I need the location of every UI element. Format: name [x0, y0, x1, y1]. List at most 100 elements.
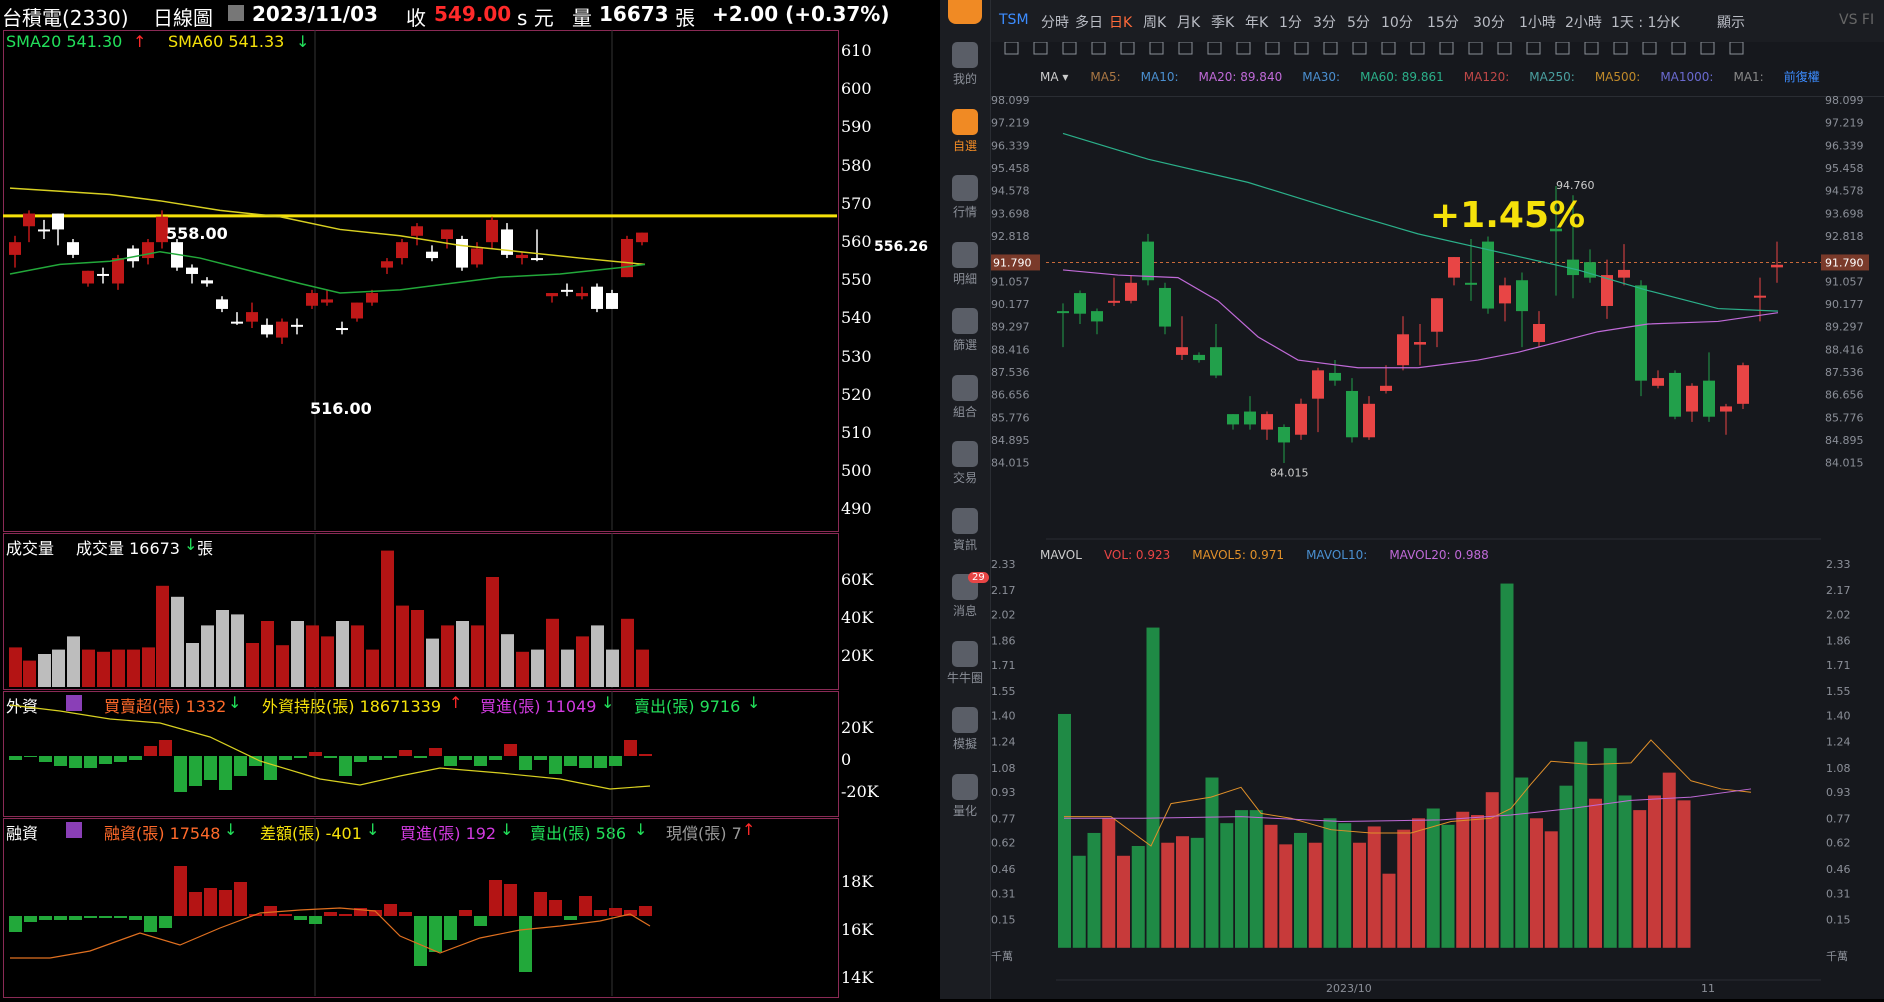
axis-tick: 530 [841, 346, 872, 366]
vs-label[interactable]: VS FI [1839, 12, 1875, 28]
vol-axis-tick-right: 0.77 [1826, 812, 1851, 825]
sidebar-item-4[interactable]: 篩選 [940, 308, 990, 353]
chart-type[interactable]: 日線圖 [153, 6, 213, 30]
margin-down-icon: ↓ [224, 820, 238, 839]
foreign-bars[interactable] [0, 691, 840, 815]
margin-menu-icon[interactable] [66, 822, 82, 838]
ma-item[interactable]: MA10: [1140, 70, 1179, 84]
ma-item[interactable]: MA30: [1302, 70, 1341, 84]
candle-body [1108, 300, 1120, 303]
volume-bars-right[interactable]: 2.33 2.33 2.17 2.17 2.02 2.02 1.86 1.86 1.71 1.71… [991, 560, 1884, 999]
candle-body [621, 238, 633, 278]
sma20-up-icon: ↑ [133, 32, 147, 51]
margin-bar [369, 910, 382, 916]
ma-item[interactable]: MA1000: [1660, 70, 1714, 84]
timeframe-tab[interactable]: 10分 [1381, 15, 1413, 31]
tool-icon [1468, 41, 1483, 55]
ma-label[interactable]: MA ▾ [1040, 70, 1069, 84]
price-candles-right[interactable]: 98.099 98.099 97.219 97.219 96.339 96.339 95.4… [991, 92, 1884, 542]
vol-indicator-item[interactable]: MAVOL [1040, 548, 1082, 562]
ma-item[interactable]: MA250: [1529, 70, 1575, 84]
foreign-bar [219, 756, 232, 790]
volume-bar [1220, 823, 1234, 948]
vol-indicator-item[interactable]: MAVOL10: [1306, 548, 1368, 562]
vol-indicator-item[interactable]: MAVOL20: 0.988 [1389, 548, 1489, 562]
price-axis-tick-left: 91.057 [991, 275, 1030, 288]
margin-axis: 18K 16K 14K [841, 858, 873, 1002]
timeframe-tab[interactable]: 顯示 [1717, 15, 1745, 31]
foreign-menu-icon[interactable] [66, 695, 82, 711]
axis-tick: 540 [841, 308, 872, 328]
timeframe-tab[interactable]: 年K [1245, 15, 1269, 31]
price-axis-tick-left: 96.339 [991, 139, 1030, 152]
timeframe-tab[interactable]: 5分 [1347, 15, 1370, 31]
timeframe-tab[interactable]: 分時 [1041, 15, 1069, 31]
sma20-line [9, 250, 646, 294]
candle-body [52, 213, 64, 230]
sidebar-item-7[interactable]: 資訊 [940, 507, 990, 553]
timeframe-tab[interactable]: 1天 : 1分K [1611, 15, 1680, 31]
volume-bar [306, 625, 319, 687]
timeframe-tab[interactable]: 月K [1177, 15, 1201, 31]
price-axis-tick-left: 94.578 [991, 185, 1030, 198]
timeframe-tab[interactable]: 多日 [1075, 15, 1103, 31]
sidebar-item-0[interactable]: 我的 [940, 42, 990, 87]
timeframe-tab[interactable]: 1分 [1279, 15, 1302, 31]
candle-body [216, 299, 228, 309]
candle-body [1397, 334, 1409, 366]
margin-bar [504, 884, 517, 916]
stock-name: 台積電(2330) [2, 6, 129, 30]
ticker-label[interactable]: TSM [999, 12, 1029, 28]
sidebar-item-5[interactable]: 組合 [940, 374, 990, 420]
sidebar-item-9[interactable]: 牛牛圈 [940, 640, 990, 686]
timeframe-tab[interactable]: 15分 [1427, 15, 1459, 31]
sidebar-item-2[interactable]: 行情 [940, 175, 990, 220]
change-percent: +1.45% [1430, 195, 1586, 236]
candle-body [261, 324, 273, 335]
timeframe-tab[interactable]: 3分 [1313, 15, 1336, 31]
high-label: 558.00 [166, 224, 228, 243]
timeframe-tab[interactable]: 2小時 [1565, 15, 1602, 31]
sidebar-item-3[interactable]: 明細 [940, 241, 990, 287]
timeframe-tab[interactable]: 周K [1143, 15, 1167, 31]
margin-bar [639, 906, 652, 916]
timeframe-tab[interactable]: 30分 [1473, 15, 1505, 31]
timeframe-tab[interactable]: 季K [1211, 15, 1235, 31]
vol-indicator-item[interactable]: MAVOL5: 0.971 [1192, 548, 1285, 562]
line-value: 556.26 [874, 239, 929, 255]
sidebar-item-10[interactable]: 模擬 [940, 707, 990, 752]
margin-sell: 賣出(張) 586 [530, 824, 627, 843]
high-label: 94.760 [1556, 179, 1595, 192]
axis-tick: 550 [841, 270, 872, 290]
sidebar-item-6[interactable]: 交易 [940, 441, 990, 486]
adjust-button[interactable]: 前復權 [1783, 70, 1820, 84]
timeframe-tab[interactable]: 1小時 [1519, 15, 1556, 31]
circle-icon [952, 640, 978, 667]
vol-axis-tick-right: 0.31 [1826, 887, 1851, 900]
foreign-holding-up-icon: ↑ [449, 693, 463, 712]
vol-indicator-item[interactable]: VOL: 0.923 [1103, 548, 1171, 562]
volume-bars[interactable] [0, 533, 840, 688]
margin-bar [309, 916, 322, 924]
ma-item[interactable]: MA5: [1090, 70, 1121, 84]
timeframe-tab[interactable]: 日K [1109, 15, 1133, 31]
sidebar-item-11[interactable]: 量化 [940, 773, 990, 819]
volume-bar [606, 649, 619, 687]
candle-body [1652, 378, 1664, 386]
foreign-sell: 賣出(張) 9716 [634, 697, 741, 716]
dropdown-icon[interactable] [228, 5, 244, 21]
ma-item[interactable]: MA1: [1733, 70, 1764, 84]
ma-item[interactable]: MA60: 89.861 [1360, 70, 1444, 84]
current-price-text-left: 91.790 [993, 256, 1032, 269]
ma-item[interactable]: MA20: 89.840 [1198, 70, 1283, 84]
price-axis-tick: 86.656 [1825, 389, 1864, 402]
margin-bars[interactable] [0, 818, 840, 996]
tool-icon [1439, 41, 1454, 55]
volume-bar [1102, 818, 1116, 948]
sidebar-item-1[interactable]: 自選 [940, 108, 990, 154]
margin-bar [549, 900, 562, 916]
vol-unit: 千萬 [991, 950, 1013, 963]
ma-item[interactable]: MA120: [1463, 70, 1510, 84]
ma-item[interactable]: MA500: [1594, 70, 1641, 84]
price-candles[interactable] [0, 30, 940, 530]
